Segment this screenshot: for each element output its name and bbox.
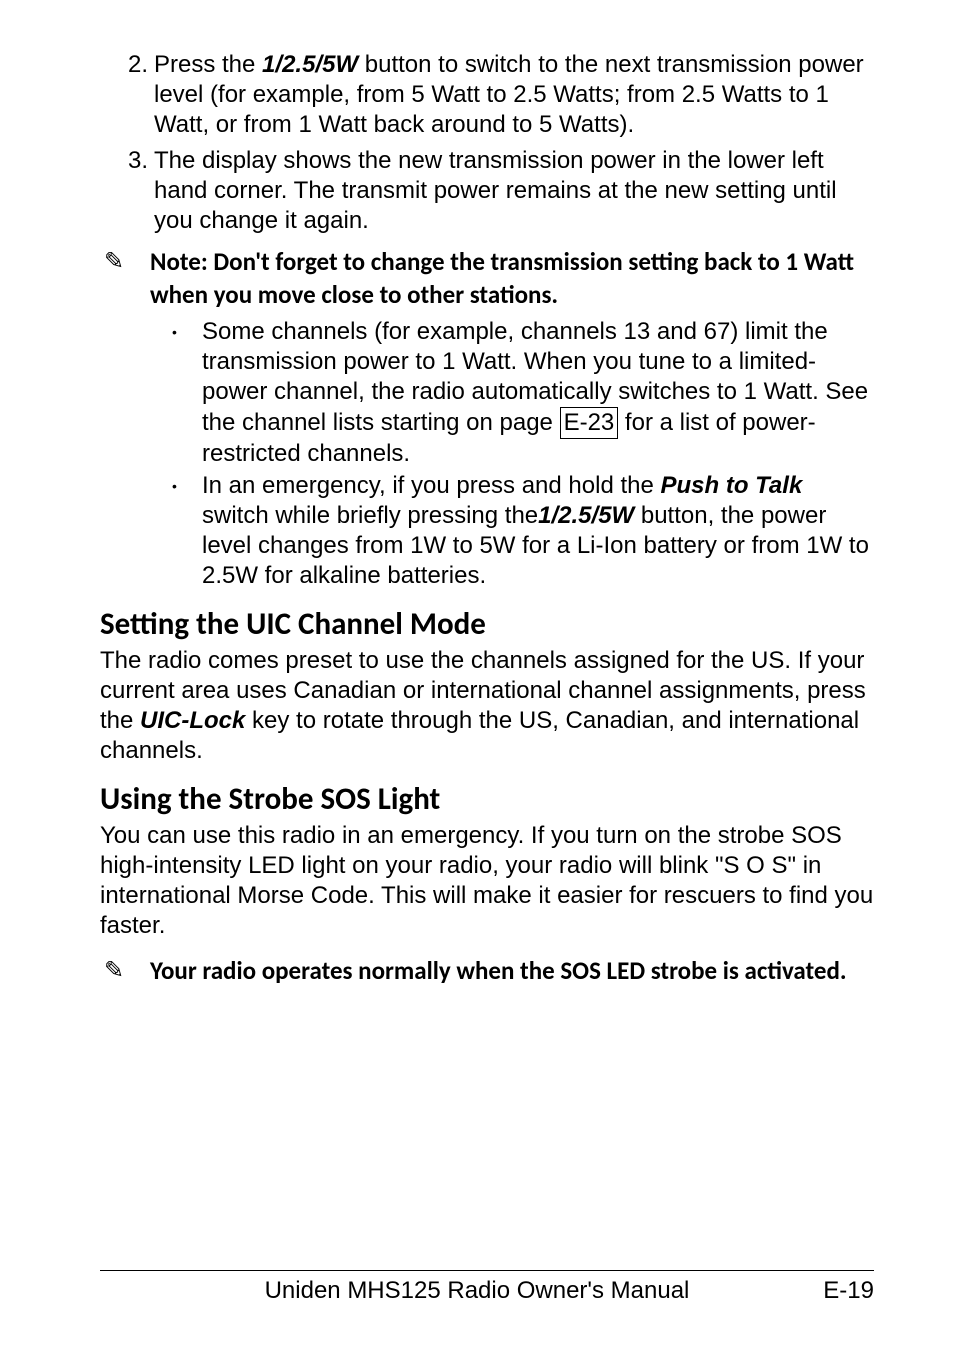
list-item: 3. The display shows the new transmissio… — [100, 146, 874, 236]
bold-italic-term: 1/2.5/5W — [262, 51, 358, 78]
bullet-list: • Some channels (for example, channels 1… — [100, 317, 874, 591]
bullet-marker: • — [172, 317, 202, 469]
numbered-list: 2. Press the 1/2.5/5W button to switch t… — [100, 50, 874, 236]
note-row: ✎ Note: Don't forget to change the trans… — [100, 246, 874, 311]
list-item: 2. Press the 1/2.5/5W button to switch t… — [100, 50, 874, 140]
footer-title: Uniden MHS125 Radio Owner's Manual — [100, 1277, 794, 1305]
footer-row: Uniden MHS125 Radio Owner's Manual E-19 — [100, 1277, 874, 1305]
footer-page-number: E-19 — [794, 1277, 874, 1305]
list-number: 2. — [100, 50, 154, 140]
section-heading: Setting the UIC Channel Mode — [100, 605, 874, 644]
note-text: Note: Don't forget to change the transmi… — [150, 246, 874, 311]
bullet-text: Some channels (for example, channels 13 … — [202, 317, 874, 469]
paragraph: You can use this radio in an emergency. … — [100, 821, 874, 941]
page-footer: Uniden MHS125 Radio Owner's Manual E-19 — [100, 1270, 874, 1305]
note-text: Your radio operates normally when the SO… — [150, 955, 874, 988]
list-text: Press the 1/2.5/5W button to switch to t… — [154, 50, 874, 140]
bold-italic-term: UIC-Lock — [140, 707, 245, 734]
note-block: ✎ Your radio operates normally when the … — [100, 955, 874, 988]
bullet-marker: • — [172, 471, 202, 591]
page-ref-box: E-23 — [560, 407, 619, 439]
bold-italic-term: Push to Talk — [661, 472, 803, 499]
note-row: ✎ Your radio operates normally when the … — [100, 955, 874, 988]
paragraph: The radio comes preset to use the channe… — [100, 646, 874, 766]
list-text: The display shows the new transmission p… — [154, 146, 874, 236]
bold-italic-term: 1/2.5/5W — [538, 502, 634, 529]
note-block: ✎ Note: Don't forget to change the trans… — [100, 246, 874, 311]
note-icon: ✎ — [100, 955, 150, 988]
footer-divider — [100, 1270, 874, 1271]
bullet-text: In an emergency, if you press and hold t… — [202, 471, 874, 591]
list-item: • Some channels (for example, channels 1… — [100, 317, 874, 469]
content-area: 2. Press the 1/2.5/5W button to switch t… — [100, 50, 874, 987]
section-heading: Using the Strobe SOS Light — [100, 780, 874, 819]
note-icon: ✎ — [100, 246, 150, 311]
list-item: • In an emergency, if you press and hold… — [100, 471, 874, 591]
page-container: 2. Press the 1/2.5/5W button to switch t… — [0, 0, 954, 1345]
list-number: 3. — [100, 146, 154, 236]
